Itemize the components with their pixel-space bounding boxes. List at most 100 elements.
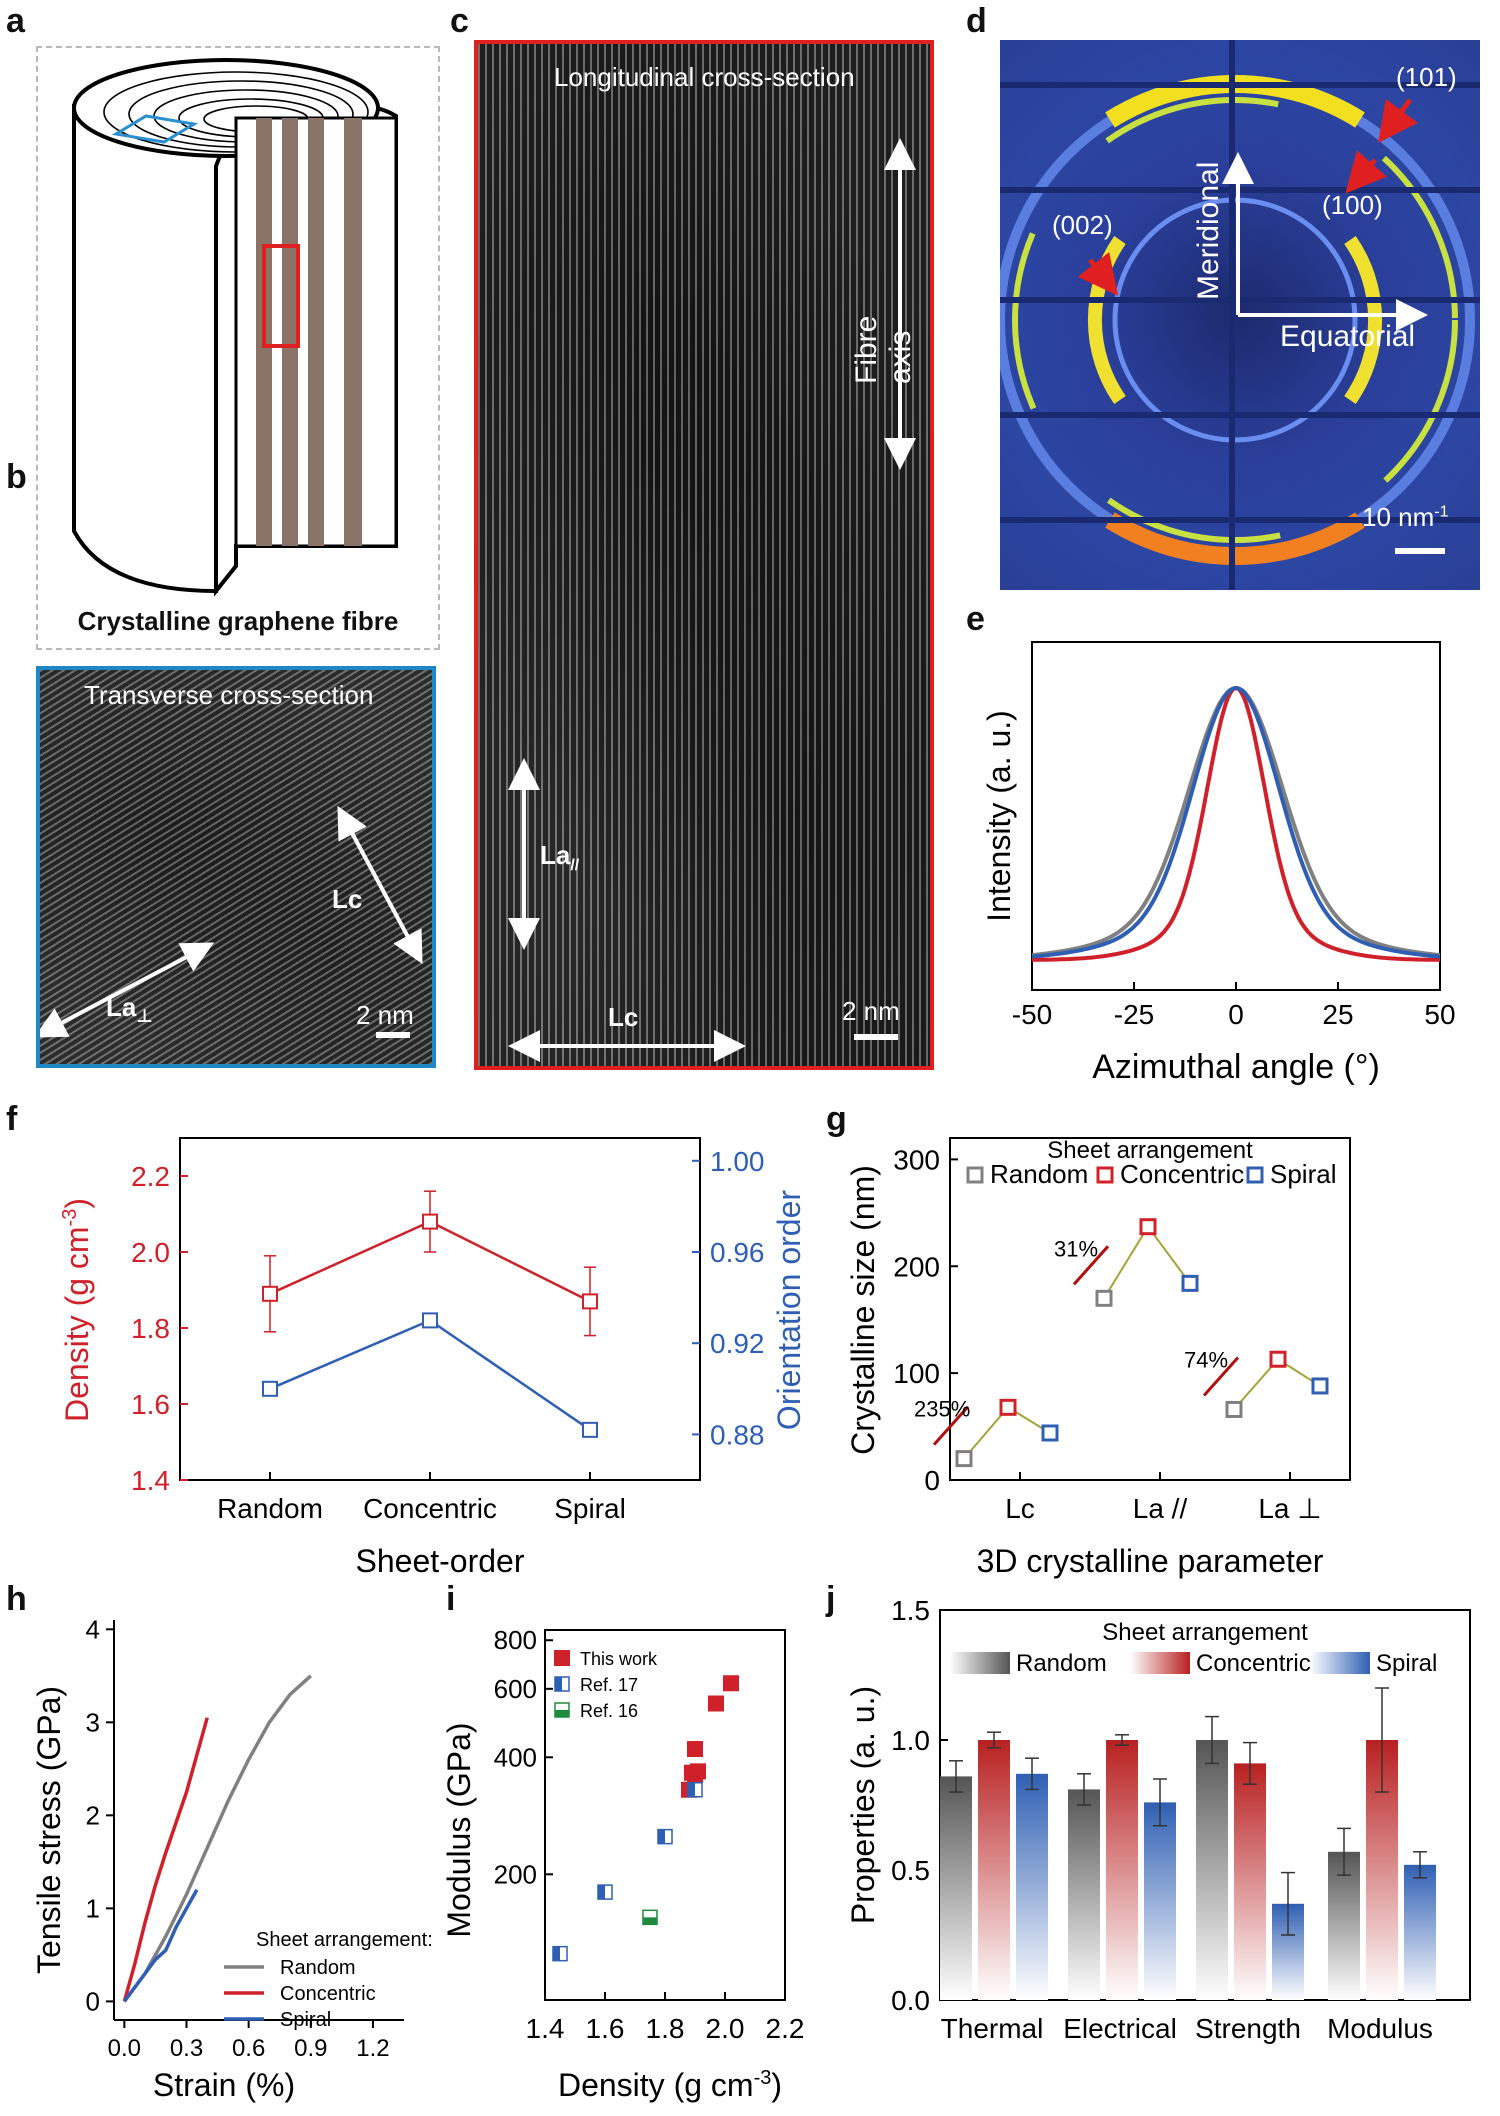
legend-label-spiral: Spiral [280,2009,331,2031]
y-tick-label: 1.4 [131,1465,170,1496]
point-legend-0 [554,1650,570,1666]
xlabel: Density (g cm-3) [558,2067,782,2103]
series-line-concentric [1032,685,1440,962]
legend-label-spiral: Spiral [1270,1159,1336,1189]
legend-title: Sheet arrangement [1102,1619,1308,1646]
y-tick-label: 2.0 [131,1237,170,1268]
x-tick-label: -50 [1012,999,1052,1030]
point-spiral [1181,1274,1199,1292]
y-tick-label: 4 [86,1614,100,1644]
y2-tick-label: 1.00 [710,1146,765,1177]
group-line [1103,1224,1191,1299]
density-point [582,1293,598,1310]
panel-letter-d: d [966,2,987,40]
y-tick-label: 200 [893,1251,940,1282]
point-fill-ref-17 [598,1885,605,1900]
point-fill-ref-17 [553,1946,560,1961]
x-tick-label: Thermal [941,2013,1044,2044]
fibre-axis-label: Fibre axis [850,315,917,384]
point-fill-ref-17 [688,1782,695,1797]
xlabel: Azimuthal angle (°) [1092,1048,1380,1086]
plot-frame [179,1137,701,1481]
point-this-work [687,1741,703,1758]
equatorial-label: Equatorial [1280,320,1416,353]
x-tick-label: 0 [1228,999,1244,1030]
x-tick-label: 0.6 [232,2035,265,2062]
x-tick-label: Spiral [554,1493,626,1524]
series-line-orientation [269,1318,591,1431]
x-tick-label: 0.0 [108,2035,141,2062]
panel-letter-a: a [6,2,25,40]
y-tick-label: 200 [494,1859,537,1889]
fibre-schematic [72,58,398,597]
y-tick-label: 100 [893,1358,940,1389]
y-tick-label: 1.6 [131,1389,170,1420]
chart-f-density: 1.4 1.6 1.8 2.0 2.2 0.88 0.92 0.96 1.00 Random Con… [59,1137,807,1579]
bar-random [1196,1740,1228,2000]
x-tick-label: 0.3 [170,2035,203,2062]
increase-label: 235% [914,1397,970,1422]
legend-title: Sheet arrangement [1047,1137,1253,1164]
point-spiral [1041,1424,1059,1442]
peak-002-label: (002) [1052,210,1113,240]
point-fill-ref-16 [643,1917,657,1925]
ylabel: Crystalline size (nm) [845,1165,881,1455]
legend-swatch-concentric [1130,1652,1190,1674]
series-line-spiral [122,1888,199,2003]
x-tick-label: 1.6 [586,2013,625,2044]
x-tick-label: 50 [1424,999,1455,1030]
legend-label-concentric: Concentric [280,1983,376,2005]
x-tick-label: 25 [1322,999,1353,1030]
bar-concentric [978,1740,1010,2000]
y-tick-label: 400 [494,1742,537,1772]
legend-marker-concentric [1096,1166,1114,1184]
point-spiral [1311,1377,1329,1395]
series-line-spiral [1031,685,1441,959]
bar-spiral [1144,1802,1176,2000]
y2-tick-label: 0.92 [710,1328,765,1359]
x-tick-label: La // [1133,1493,1188,1524]
point-fill-legend-1 [555,1677,562,1691]
panel-letter-g: g [826,1100,847,1138]
bar-spiral [1016,1773,1048,2000]
bar-spiral [1404,1864,1436,2000]
bar-random [1068,1789,1100,2000]
increase-label: 31% [1054,1236,1098,1261]
legend-label-concentric: Concentric [1120,1159,1244,1189]
y2-tick-label: 0.88 [710,1419,765,1450]
density-point [262,1285,278,1302]
x-tick-label: 1.8 [646,2013,685,2044]
x-tick-label: 1.2 [356,2035,389,2062]
tem-transverse-image: Transverse cross-section Lc La⊥ 2 nm [36,666,436,1068]
y-tick-label: 1.8 [131,1313,170,1344]
panel-a-schematic [36,46,440,650]
y-tick-label: 600 [494,1674,537,1704]
bar-concentric [1234,1763,1266,2000]
peak-101-label: (101) [1396,62,1457,92]
longitudinal-la-label: La// [540,840,580,875]
transverse-lc-label: Lc [332,884,363,914]
waxs-pattern-image: (101) (100) (002) Meridional Equatorial … [1000,40,1480,590]
x-tick-label: Modulus [1327,2013,1433,2044]
orientation-point [262,1380,278,1397]
ylabel: Density (g cm-3) [59,1198,95,1422]
x-tick-label: Random [217,1493,323,1524]
point-fill-ref-17 [658,1829,665,1844]
waxs-scale-label: 10 nm-1 [1362,502,1449,532]
y-tick-label: 1.0 [891,1725,930,1756]
point-random [955,1450,973,1468]
point-random [1095,1289,1113,1307]
ylabel: Intensity (a. u.) [981,710,1017,922]
transverse-la-label: La⊥ [106,992,153,1027]
legend-label-random: Random [990,1159,1088,1189]
y-tick-label: 2.2 [131,1161,170,1192]
legend-label: Ref. 17 [580,1675,638,1695]
series-line-random [122,1674,312,2003]
panel-letter-j: j [826,1580,836,1618]
increase-arrow [932,1405,970,1446]
panel-letter-e: e [966,600,985,638]
plot-frame [949,1137,1351,1481]
y-tick-label: 0.0 [891,1985,930,2016]
tem-longitudinal-image: Longitudinal cross-section Fibre axis La… [474,40,934,1070]
